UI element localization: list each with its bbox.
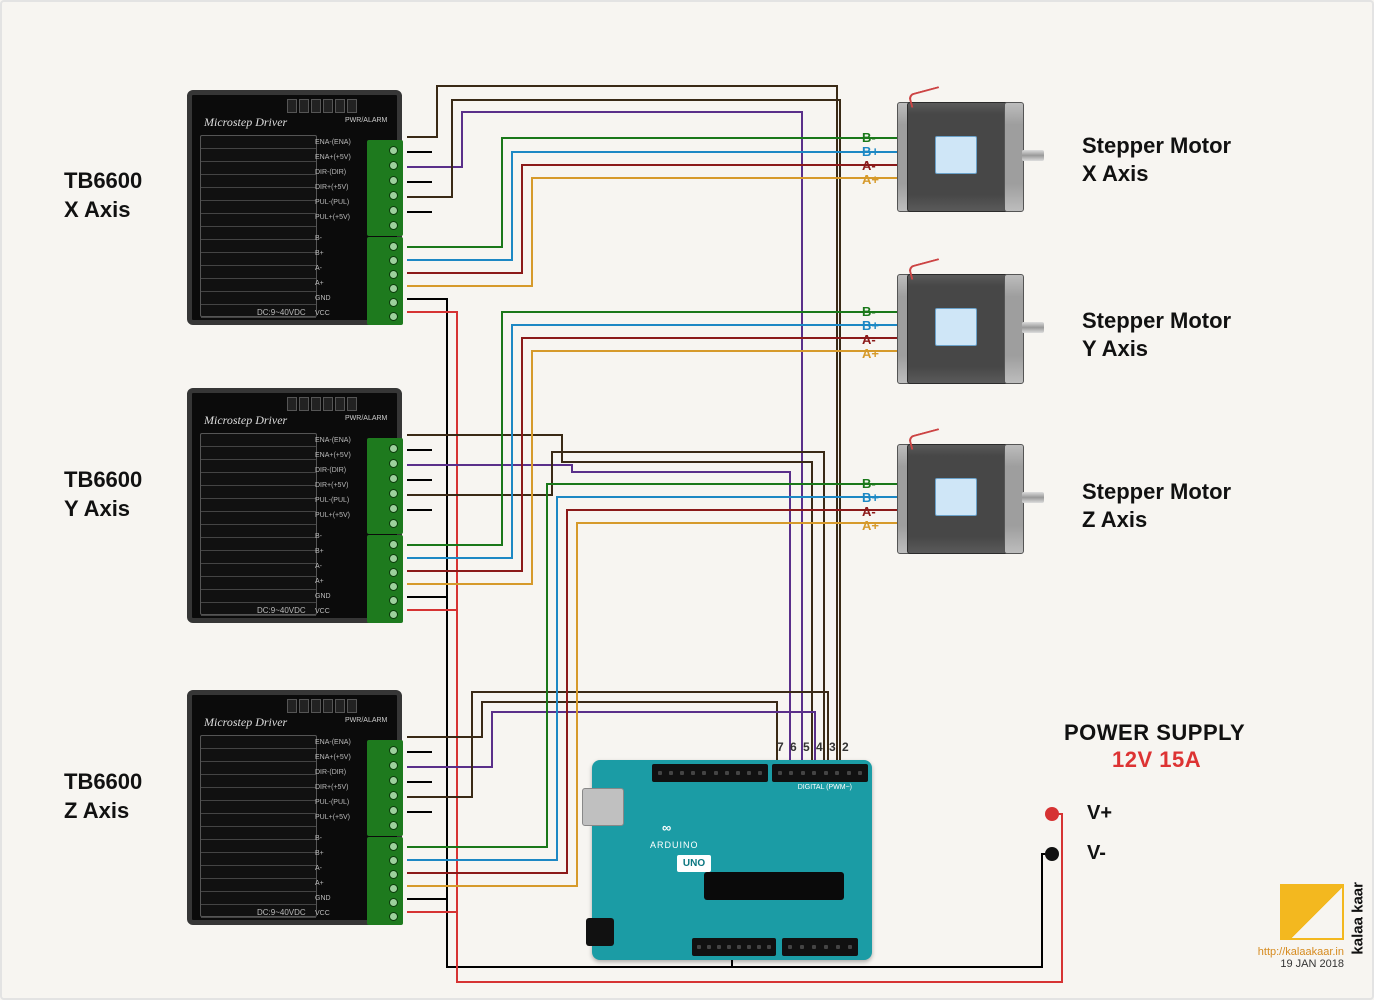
arduino-model-label: UNO: [677, 855, 711, 872]
stepper-motor-y: [897, 264, 1042, 404]
driver-x-label: TB6600 X Axis: [64, 167, 174, 224]
driver-voltage-range: DC:9~40VDC: [257, 308, 306, 317]
arduino-brand: ARDUINO: [650, 840, 699, 850]
driver-model: TB6600: [64, 769, 142, 794]
wiring-diagram-canvas: TB6600 X Axis TB6600 Y Axis TB6600 Z Axi…: [0, 0, 1374, 1000]
driver-axis: X Axis: [64, 197, 130, 222]
driver-z-label: TB6600 Z Axis: [64, 768, 174, 825]
brand-logo: kalaa kaar http://kalaakaar.in 19 JAN 20…: [1234, 884, 1344, 970]
driver-model: TB6600: [64, 467, 142, 492]
brand-url: http://kalaakaar.in: [1234, 946, 1344, 958]
barrel-jack: [586, 918, 614, 946]
arduino-uno-board: ∞ ARDUINO UNO DIGITAL (PWM~): [592, 760, 872, 960]
digital-header-left: [652, 764, 768, 782]
tb6600-driver-z: Microstep Driver PWR/ALARM ENA-(ENA) ENA…: [187, 690, 402, 925]
power-supply-title: POWER SUPPLY: [1064, 720, 1245, 746]
arduino-digital-label: DIGITAL (PWM~): [798, 784, 852, 791]
wire-label-b-minus: B-: [862, 130, 876, 145]
motor-y-label: Stepper Motor Y Axis: [1082, 307, 1262, 362]
pin-4-label: 4: [816, 740, 823, 754]
driver-led-label: PWR/ALARM: [345, 117, 385, 127]
stepper-motor-x: [897, 92, 1042, 232]
tb6600-driver-x: Microstep Driver PWR/ALARM ENA-(ENA) ENA…: [187, 90, 402, 325]
driver-microstep-table: [200, 135, 317, 317]
driver-axis: Y Axis: [64, 496, 130, 521]
power-vplus-label: V+: [1087, 802, 1112, 825]
motor-z-label: Stepper Motor Z Axis: [1082, 478, 1262, 533]
driver-signal-labels: ENA-(ENA) ENA+(+5V) DIR-(DIR) DIR+(+5V) …: [315, 135, 355, 321]
brand-name: kalaa kaar: [1350, 882, 1367, 955]
atmega-chip: [704, 872, 844, 900]
usb-b-port: [582, 788, 624, 826]
wire-label-a-minus: A-: [862, 158, 876, 173]
driver-model: TB6600: [64, 168, 142, 193]
diagram-date: 19 JAN 2018: [1234, 958, 1344, 970]
brand-mark-icon: kalaa kaar: [1280, 884, 1344, 940]
power-vminus-label: V-: [1087, 842, 1106, 865]
tb6600-driver-y: Microstep Driver PWR/ALARM ENA-(ENA) ENA…: [187, 388, 402, 623]
driver-axis: Z Axis: [64, 798, 129, 823]
pin-6-label: 6: [790, 740, 797, 754]
arduino-infinity-icon: ∞: [662, 820, 671, 835]
motor-x-label: Stepper Motor X Axis: [1082, 132, 1262, 187]
stepper-motor-z: [897, 434, 1042, 574]
power-header: [692, 938, 776, 956]
wire-label-a-plus: A+: [862, 172, 879, 187]
pin-5-label: 5: [803, 740, 810, 754]
analog-header: [782, 938, 858, 956]
pin-2-label: 2: [842, 740, 849, 754]
pin-7-label: 7: [777, 740, 784, 754]
power-supply-spec: 12V 15A: [1112, 747, 1201, 773]
wire-label-b-plus: B+: [862, 144, 879, 159]
driver-title: Microstep Driver: [204, 115, 287, 130]
digital-header-right: [772, 764, 868, 782]
pin-3-label: 3: [829, 740, 836, 754]
driver-y-label: TB6600 Y Axis: [64, 466, 174, 523]
